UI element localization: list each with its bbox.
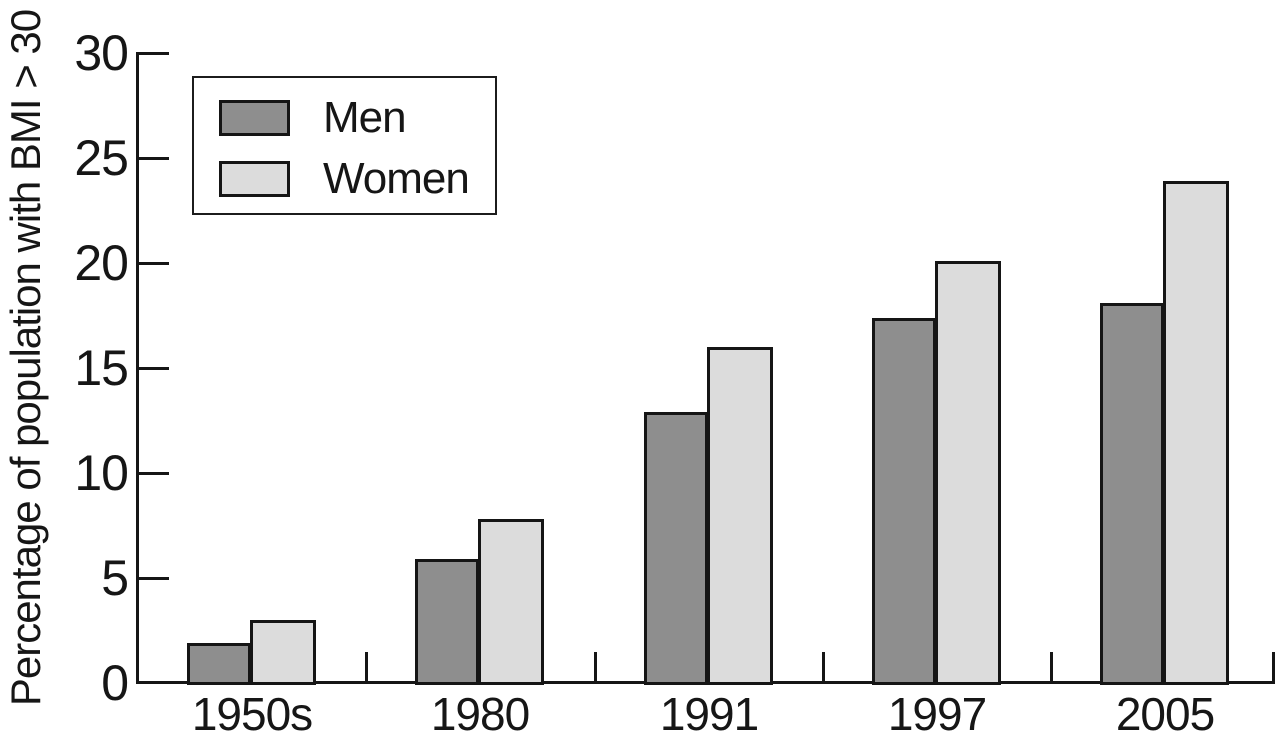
y-tick-label: 15 — [74, 340, 129, 396]
x-category-label: 1997 — [887, 688, 987, 734]
x-tick — [365, 652, 368, 683]
x-tick — [594, 652, 597, 683]
y-tick-label: 0 — [101, 655, 129, 711]
x-tick — [822, 652, 825, 683]
legend-label-women: Women — [323, 154, 470, 203]
y-tick-label: 20 — [74, 235, 129, 291]
bar-women-1991 — [707, 347, 773, 685]
bar-women-2005 — [1163, 181, 1229, 685]
y-tick — [136, 577, 169, 580]
x-category-label: 1950s — [191, 688, 313, 734]
x-category-label: 1991 — [659, 688, 759, 734]
y-tick-label: 25 — [74, 130, 129, 186]
y-tick — [136, 52, 169, 55]
x-tick — [1050, 652, 1053, 683]
y-tick — [136, 472, 169, 475]
bar-men-1991 — [644, 412, 708, 685]
y-tick — [136, 262, 169, 265]
legend-swatch-women — [219, 161, 290, 197]
bar-women-1997 — [935, 261, 1001, 685]
x-category-label: 2005 — [1115, 688, 1215, 734]
legend-swatch-men — [219, 100, 290, 136]
x-tick-end — [1272, 652, 1275, 683]
bar-men-1950s — [187, 643, 251, 685]
bar-men-1980 — [415, 559, 479, 685]
legend: Men Women — [192, 76, 497, 215]
bar-women-1950s — [250, 620, 316, 685]
y-tick-label: 30 — [74, 25, 129, 81]
x-category-label: 1980 — [430, 688, 530, 734]
y-tick-label: 10 — [74, 445, 129, 501]
y-tick — [136, 157, 169, 160]
bar-women-1980 — [478, 519, 544, 685]
bar-men-2005 — [1100, 303, 1164, 685]
y-tick-label: 5 — [101, 550, 129, 606]
legend-label-men: Men — [323, 93, 407, 142]
bar-men-1997 — [872, 318, 936, 685]
y-tick — [136, 367, 169, 370]
